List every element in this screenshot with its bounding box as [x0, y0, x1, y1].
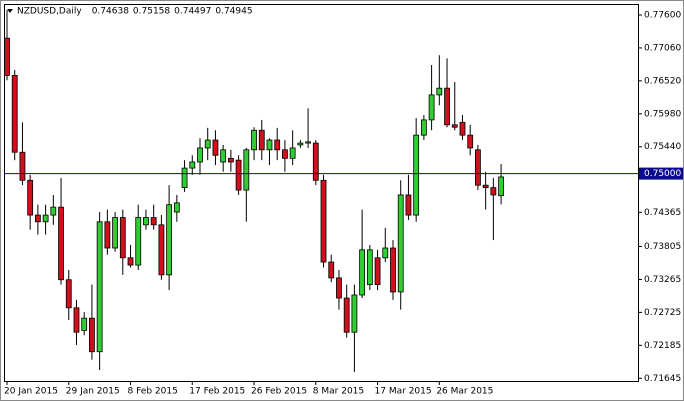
candle-body — [212, 139, 219, 156]
candle-body — [197, 147, 203, 163]
candle-body — [274, 139, 281, 151]
y-tick-label: 0.75980 — [644, 109, 681, 119]
candle-body — [351, 294, 358, 333]
candle-body — [150, 217, 157, 226]
candle-body — [166, 204, 173, 276]
chart-title: NZDUSD,Daily — [17, 7, 82, 17]
candle-body — [312, 142, 319, 181]
candle-body — [50, 206, 57, 216]
candle-body — [158, 224, 165, 276]
candle-body — [34, 214, 41, 223]
candle-body — [258, 129, 265, 151]
candle-body — [27, 179, 34, 216]
candle-body — [420, 119, 427, 136]
candle-body — [104, 221, 111, 249]
ohlc-value: 0.74945 — [215, 7, 252, 17]
candle-body — [143, 217, 149, 226]
candle-body — [305, 141, 311, 144]
candle-body — [413, 134, 420, 216]
candle-body — [19, 151, 26, 181]
candle-body — [73, 307, 80, 333]
candle-body — [119, 217, 126, 259]
candle-body — [297, 142, 304, 146]
candle-body — [451, 124, 458, 128]
x-tick-label: 29 Jan 2015 — [66, 387, 120, 397]
y-tick-label: 0.72725 — [644, 308, 681, 318]
candle-body — [58, 206, 64, 281]
candle-body — [289, 147, 296, 159]
candle-body — [173, 202, 180, 213]
candle-body — [189, 161, 196, 169]
y-tick-label: 0.74365 — [644, 208, 681, 218]
candle-body — [266, 139, 273, 151]
y-tick-label: 0.71645 — [644, 374, 681, 384]
y-tick-label: 0.73805 — [644, 242, 681, 252]
x-tick-label: 17 Mar 2015 — [375, 387, 432, 397]
y-tick-label: 0.77600 — [644, 10, 681, 20]
candle-body — [127, 257, 134, 266]
candle-body — [320, 179, 327, 263]
candle-body — [96, 221, 103, 353]
candle-body — [475, 149, 481, 186]
x-tick-label: 17 Feb 2015 — [189, 387, 245, 397]
candle-body — [204, 139, 211, 149]
candle-body — [482, 184, 489, 189]
candle-body — [336, 277, 342, 299]
x-tick-label: 26 Mar 2015 — [436, 387, 493, 397]
candle-body — [405, 194, 412, 216]
candle-body — [65, 279, 72, 309]
x-tick-label: 8 Feb 2015 — [128, 387, 178, 397]
candle-body — [81, 317, 88, 331]
level-label-bg — [639, 167, 683, 180]
candle-body — [42, 214, 49, 223]
candle-body — [467, 134, 474, 149]
candle-body — [374, 257, 381, 286]
candle-body — [343, 297, 350, 333]
candle-body — [459, 121, 466, 136]
candle-body — [444, 87, 450, 126]
ohlc-value: 0.74638 — [92, 7, 129, 17]
ohlc-value: 0.74497 — [174, 7, 211, 17]
y-tick-label: 0.77060 — [644, 43, 681, 53]
candle-body — [436, 87, 443, 96]
candle-body — [282, 149, 288, 159]
candle-body — [243, 149, 250, 191]
candle-body — [135, 217, 142, 266]
y-tick-label: 0.72185 — [644, 341, 681, 351]
candle-body — [4, 37, 10, 76]
candle-body — [428, 94, 435, 121]
candle-body — [498, 176, 504, 197]
x-tick-label: 8 Mar 2015 — [313, 387, 364, 397]
candle-body — [235, 159, 242, 191]
y-tick-label: 0.73265 — [644, 275, 681, 285]
candle-body — [89, 317, 95, 353]
x-tick-label: 26 Feb 2015 — [251, 387, 307, 397]
candle-body — [328, 261, 335, 279]
candle-body — [220, 149, 227, 163]
candle-body — [11, 74, 18, 153]
menu-arrow[interactable] — [7, 9, 13, 13]
candle-body — [390, 247, 396, 293]
y-tick-label: 0.76520 — [644, 76, 681, 86]
candle-body — [382, 247, 389, 259]
ohlc-value: 0.75158 — [133, 7, 170, 17]
candle-body — [181, 167, 188, 189]
x-tick-label: 20 Jan 2015 — [4, 387, 58, 397]
level-label: 0.75000 — [644, 169, 681, 179]
candle-body — [359, 249, 366, 296]
candle-body — [112, 217, 118, 249]
candle-body — [366, 249, 373, 286]
candle-body — [397, 194, 404, 293]
candle-body — [227, 157, 234, 163]
y-tick-label: 0.75440 — [644, 142, 681, 152]
candle-body — [251, 129, 257, 151]
candle-body — [490, 187, 497, 196]
